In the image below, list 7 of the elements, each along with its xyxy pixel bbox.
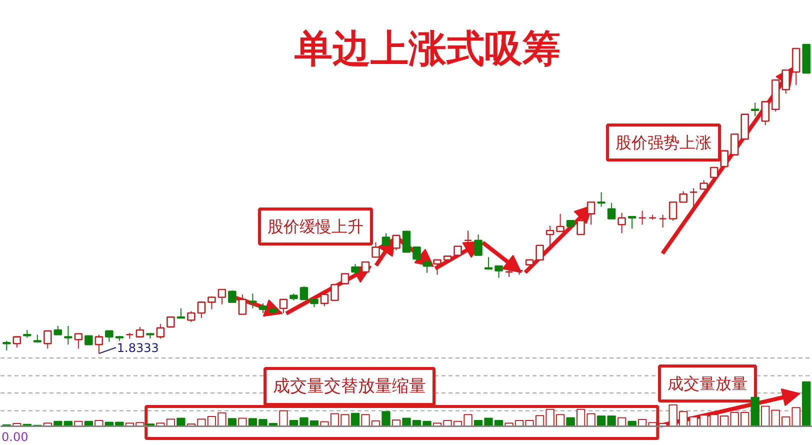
annotation: 股价强势上涨 [616, 133, 712, 152]
annotation: 成交量放量 [668, 374, 748, 393]
annotation: 股价缓慢上升 [268, 217, 364, 236]
annotation: 1.8333 [116, 341, 159, 355]
text: 0.00 [2, 430, 28, 444]
chart-title: 单边上涨式吸筹 [294, 26, 560, 70]
annotation: 成交量交替放量缩量 [273, 376, 426, 396]
